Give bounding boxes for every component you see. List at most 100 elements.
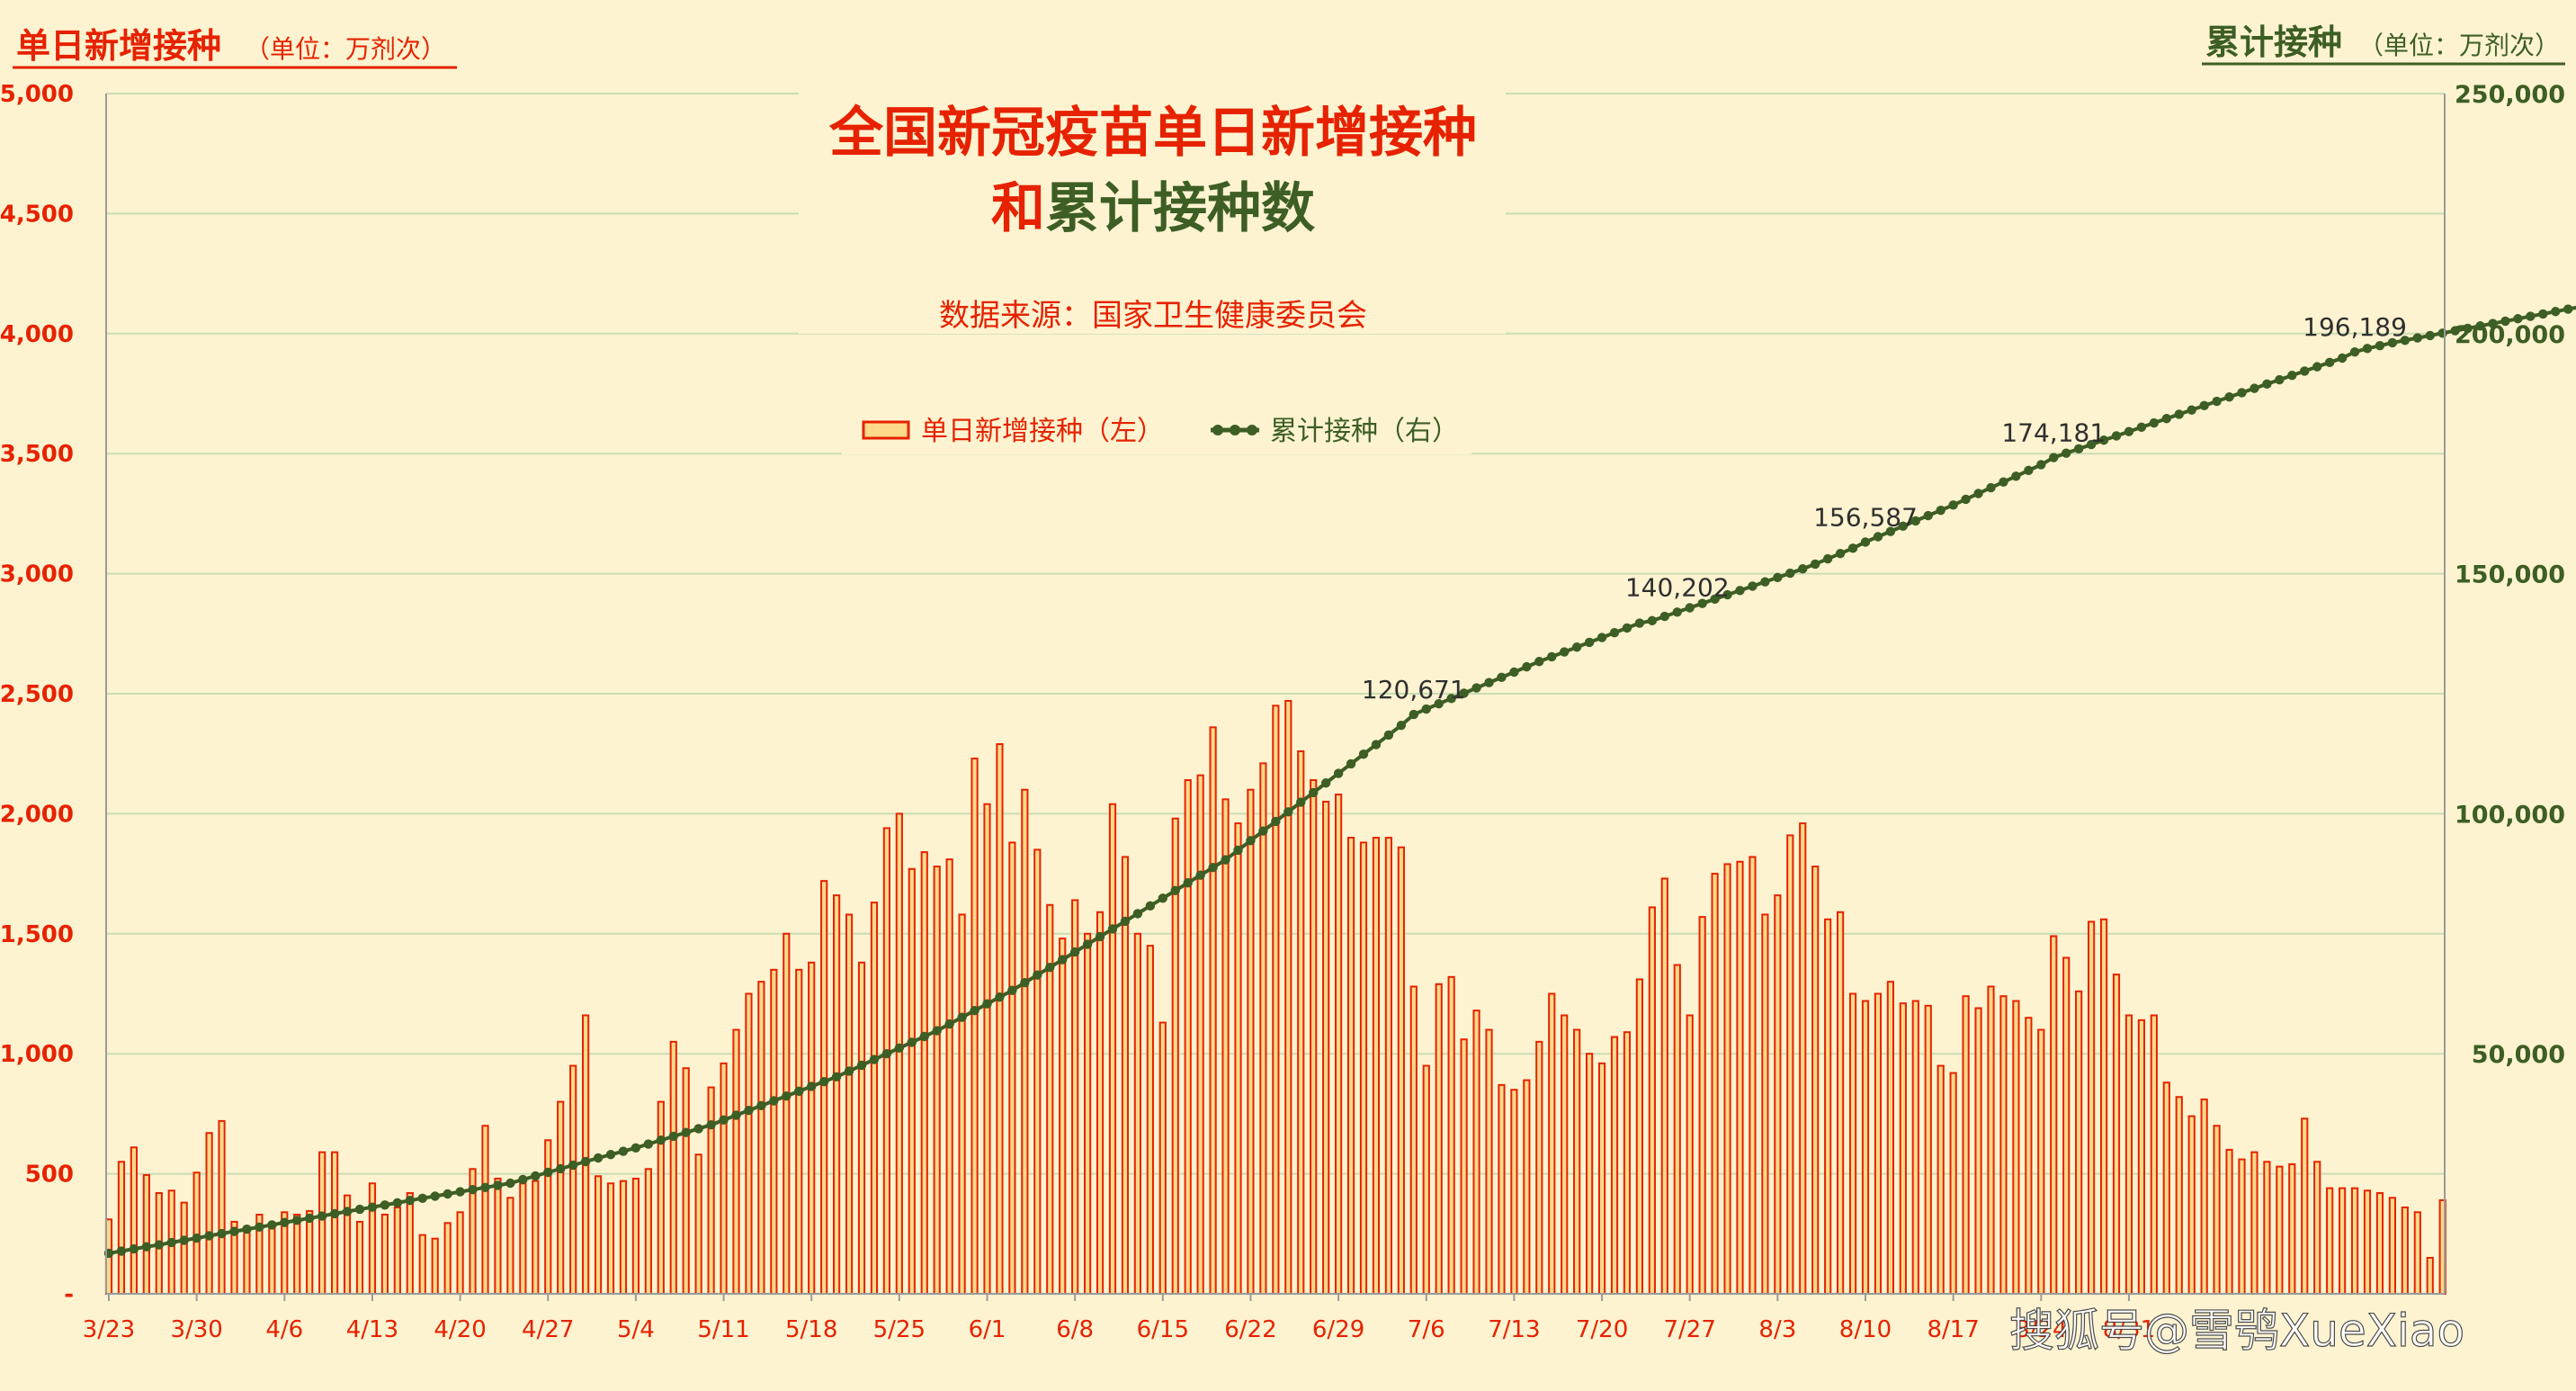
x-tick-label: 5/4 [617,1316,655,1343]
bar [1863,1001,1868,1295]
line-point [2538,310,2547,319]
line-point [2438,328,2447,337]
line-point [1058,955,1067,964]
line-point [1874,532,1883,541]
line-point [1610,628,1619,637]
bar [1323,802,1328,1294]
line-point [1836,549,1845,558]
bar [1988,987,1993,1295]
bar [1599,1063,1605,1294]
line-point [568,1161,577,1170]
bar [1687,1016,1693,1294]
line-point [1184,878,1193,887]
x-tick-label: 5/25 [873,1316,926,1343]
right-tick-label: 200,000 [2455,321,2565,349]
bar [1198,776,1203,1294]
line-point [1522,662,1531,671]
line-point [1296,797,1305,806]
line-point [756,1101,765,1110]
bar [2202,1099,2207,1294]
bar [1749,857,1755,1294]
line-point [706,1120,715,1129]
bar [2428,1258,2433,1294]
line-point [970,1006,979,1015]
bar [821,881,827,1294]
bar [194,1172,200,1294]
line-point [1673,607,1682,616]
bar [1624,1032,1630,1294]
bar [1235,823,1240,1294]
bar [1072,900,1078,1294]
bar [119,1162,124,1294]
legend-line-label: 累计接种（右） [1270,416,1459,447]
bar [1561,1016,1567,1294]
bar [2114,974,2119,1294]
line-point [1648,616,1657,625]
x-tick-label: 7/13 [1488,1316,1540,1343]
bar [2390,1198,2395,1294]
bar [1424,1066,1429,1294]
bar [1373,838,1379,1294]
x-tick-label: 4/13 [346,1316,398,1343]
line-point [330,1209,339,1218]
bar [1963,996,1969,1294]
line-point [2212,397,2221,406]
bar [1273,705,1278,1294]
line-point [468,1185,477,1194]
bar [1926,1006,1931,1294]
line-point [1534,657,1543,666]
bar [2339,1189,2345,1294]
line-point [631,1144,640,1153]
bar [507,1198,513,1294]
bar [621,1181,626,1294]
line-point [1108,924,1117,933]
bar [1951,1073,1956,1294]
chart-title-line2-part2: 累计接种数 [1045,177,1315,240]
bar [2415,1212,2420,1294]
chart-title-line1: 全国新冠疫苗单日新增接种 [828,102,1477,165]
bar [1737,862,1742,1294]
bar [1888,982,1893,1294]
bar [1775,895,1780,1294]
line-point [832,1072,841,1081]
line-point [920,1032,929,1041]
line-point [1208,863,1217,872]
line-point [1924,511,1933,520]
bar [646,1169,651,1294]
line-point [1560,647,1569,656]
bar [2377,1193,2383,1294]
line-point [267,1220,276,1229]
left-tick-label: 5,000 [0,81,74,108]
bar [1185,780,1191,1294]
line-point [1384,731,1393,740]
line-point [192,1234,201,1243]
left-axis-unit: （单位：万剂次） [245,34,446,64]
x-tick-label: 4/27 [522,1316,574,1343]
legend-line-marker-2 [1230,425,1240,435]
bar [2139,1020,2144,1294]
line-point [1258,826,1267,835]
line-point [431,1191,440,1200]
line-point [2162,414,2171,423]
line-point [2312,362,2321,371]
bar [834,895,839,1294]
bar [960,914,965,1294]
line-point [1121,917,1130,926]
bar [420,1235,425,1294]
bar [1675,965,1680,1294]
left-tick-label: 4,000 [0,321,74,348]
bar [1587,1054,1592,1294]
line-point [1597,633,1606,642]
line-point [619,1146,628,1155]
x-tick-label: 6/15 [1137,1316,1189,1343]
line-point [606,1150,615,1159]
bar [1449,977,1454,1294]
chart-title-line2-part1: 和 [991,177,1045,240]
bar [971,758,977,1294]
line-point [1221,855,1230,864]
line-point [2363,344,2372,353]
bar [1825,920,1830,1294]
bar [2177,1097,2182,1294]
bar [1399,848,1404,1294]
line-point [782,1091,791,1100]
